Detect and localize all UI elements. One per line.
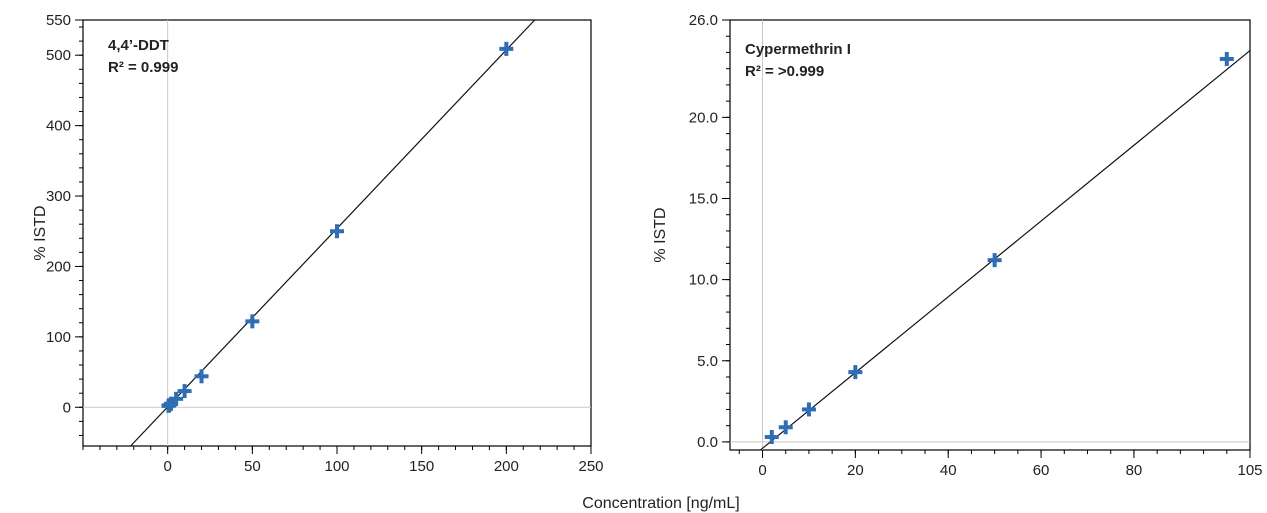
calibration-point xyxy=(1219,51,1234,66)
chart-panel-cypermethrin: 0 20 40 60 80 105 0.0 5.0 10.0 15.0 20.0 26.0 % ISTD… xyxy=(652,12,1263,479)
r-squared-annotation: R² = 0.999 xyxy=(108,59,178,76)
calibration-point xyxy=(330,224,344,239)
y-axis-label: % ISTD xyxy=(652,207,669,262)
y-tick-label: 500 xyxy=(46,47,71,64)
r-squared-annotation: R² = >0.999 xyxy=(745,63,824,80)
y-tick-label: 26.0 xyxy=(689,12,718,29)
plot-frame xyxy=(729,19,1251,451)
regression-line xyxy=(760,50,1251,451)
compound-name-annotation: Cypermethrin I xyxy=(745,41,851,58)
y-tick-label: 200 xyxy=(46,258,71,275)
y-tick-label: 5.0 xyxy=(697,353,718,370)
y-tick-label: 0.0 xyxy=(697,434,718,451)
y-tick-label: 10.0 xyxy=(689,272,718,289)
calibration-point xyxy=(194,369,209,384)
calibration-point xyxy=(177,384,192,399)
calibration-point xyxy=(764,430,779,445)
x-tick-label: 50 xyxy=(244,458,261,475)
y-axis-label: % ISTD xyxy=(32,205,49,260)
x-tick-label: 20 xyxy=(847,462,864,479)
y-tick-label: 400 xyxy=(46,118,71,135)
y-tick-label: 550 xyxy=(46,12,71,29)
y-tick-label: 100 xyxy=(46,329,71,346)
calibration-point xyxy=(169,391,184,406)
calibration-point xyxy=(801,402,816,417)
x-tick-label: 100 xyxy=(324,458,349,475)
x-tick-label: 0 xyxy=(758,462,766,479)
x-tick-label: 200 xyxy=(494,458,519,475)
x-tick-label: 80 xyxy=(1126,462,1143,479)
compound-name-annotation: 4,4’-DDT xyxy=(108,37,169,54)
calibration-point xyxy=(778,420,793,435)
calibration-point xyxy=(987,253,1002,268)
calibration-point xyxy=(848,365,863,380)
calibration-point xyxy=(499,41,514,56)
x-tick-label: 250 xyxy=(578,458,603,475)
x-tick-label: 150 xyxy=(409,458,434,475)
x-tick-label: 0 xyxy=(163,458,171,475)
y-tick-label: 20.0 xyxy=(689,109,718,126)
y-tick-label: 0 xyxy=(63,399,71,416)
chart-panel-ddt: 0 50 100 150 200 250 0 100 200 300 400 500 550 % ISTD… xyxy=(32,12,604,475)
x-tick-label: 105 xyxy=(1237,462,1262,479)
y-tick-label: 15.0 xyxy=(689,190,718,207)
shared-x-axis-label: Concentration [ng/mL] xyxy=(582,495,739,512)
x-tick-label: 40 xyxy=(940,462,957,479)
y-tick-label: 300 xyxy=(46,188,71,205)
x-tick-label: 60 xyxy=(1033,462,1050,479)
calibration-point xyxy=(245,314,260,329)
